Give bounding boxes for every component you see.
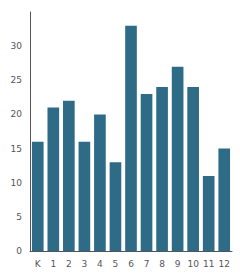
svg-text:20: 20 (11, 109, 23, 119)
svg-text:6: 6 (128, 259, 134, 269)
svg-text:10: 10 (187, 259, 199, 269)
svg-text:15: 15 (11, 144, 22, 154)
svg-text:10: 10 (11, 178, 23, 188)
svg-text:11: 11 (203, 259, 214, 269)
svg-text:25: 25 (11, 75, 22, 85)
svg-text:3: 3 (82, 259, 88, 269)
svg-text:5: 5 (113, 259, 119, 269)
svg-text:7: 7 (144, 259, 150, 269)
svg-text:8: 8 (159, 259, 165, 269)
svg-text:30: 30 (11, 41, 23, 51)
svg-text:K: K (35, 259, 42, 269)
svg-text:0: 0 (16, 246, 22, 256)
svg-text:2: 2 (66, 259, 72, 269)
svg-text:1: 1 (50, 259, 56, 269)
svg-text:9: 9 (175, 259, 181, 269)
svg-text:4: 4 (97, 259, 103, 269)
svg-text:5: 5 (16, 212, 22, 222)
svg-text:12: 12 (219, 259, 230, 269)
